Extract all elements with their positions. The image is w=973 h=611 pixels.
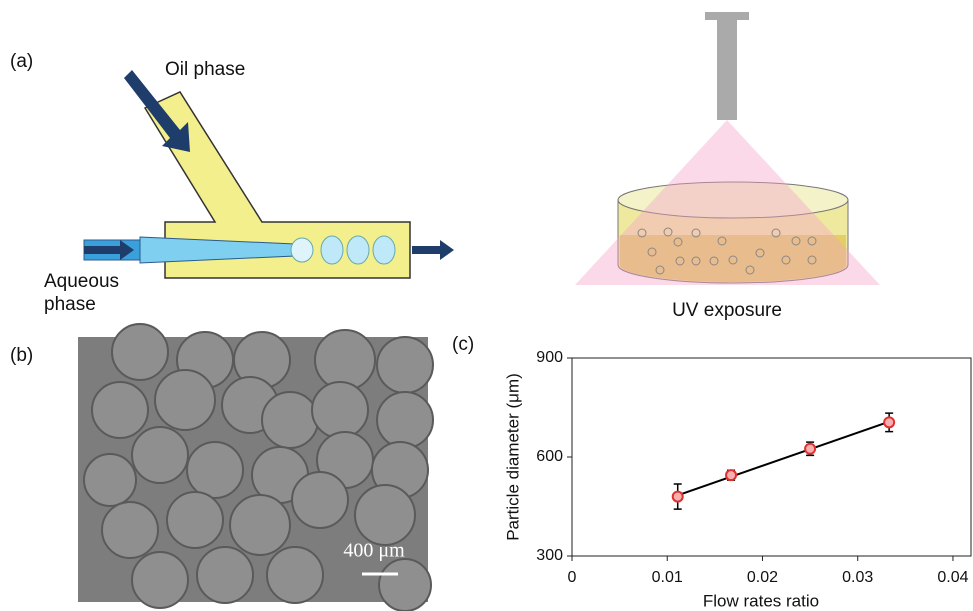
x-tick-label: 0.04 [937,569,968,586]
figure: 400 μm (a) Oil phase UV exposure (b) (c)… [0,0,973,611]
page: 400 μm (a) Oil phase UV exposure (b) (c)… [0,0,973,611]
plot-frame [572,358,971,556]
figure-canvas: 400 μm (a) Oil phase UV exposure (b) (c)… [0,0,973,611]
arrow [412,240,454,260]
droplet [291,238,313,262]
uv-label: UV exposure [672,300,782,321]
droplet [347,236,369,264]
data-point [805,444,815,454]
droplet [373,236,395,264]
y-tick-label: 600 [536,448,563,465]
trendline [678,422,889,496]
data-point [884,417,894,427]
lamp [705,12,749,20]
data-point [673,492,683,502]
panel-label: (b) [10,345,33,366]
x-tick-label: 0.01 [652,569,683,586]
panel-label: (a) [10,51,33,72]
x-axis-label: Flow rates ratio [703,591,819,610]
oil-label: Oil phase [165,59,245,80]
x-tick-label: 0.02 [747,569,778,586]
y-tick-label: 900 [536,349,563,366]
y-tick-label: 300 [536,547,563,564]
y-axis-label: Particle diameter (μm) [503,373,522,541]
x-tick-label: 0 [568,569,577,586]
aqueous-label: Aqueous phase [44,270,134,316]
droplet [321,236,343,264]
panel-label: (c) [452,334,474,355]
x-tick-label: 0.03 [842,569,873,586]
scale-label: 400 μm [343,540,405,562]
data-point [726,470,736,480]
lamp [717,20,737,120]
